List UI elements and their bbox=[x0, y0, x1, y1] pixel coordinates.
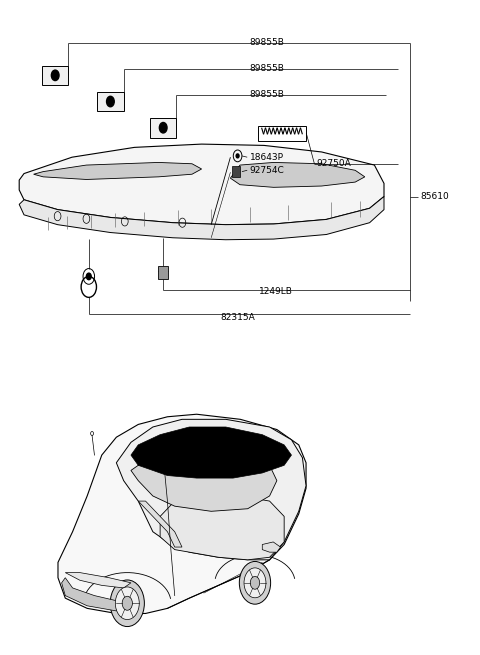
Text: 85610: 85610 bbox=[420, 192, 449, 201]
Circle shape bbox=[107, 96, 114, 107]
Text: 1249LB: 1249LB bbox=[259, 287, 293, 296]
Circle shape bbox=[51, 70, 59, 81]
Bar bbox=[232, 166, 240, 177]
Circle shape bbox=[236, 154, 239, 158]
Text: 89855B: 89855B bbox=[250, 38, 285, 47]
Polygon shape bbox=[138, 501, 182, 547]
Polygon shape bbox=[116, 419, 306, 560]
Circle shape bbox=[244, 568, 266, 598]
Bar bbox=[158, 266, 168, 279]
Polygon shape bbox=[19, 196, 384, 240]
Polygon shape bbox=[131, 427, 291, 478]
Circle shape bbox=[122, 596, 132, 610]
Polygon shape bbox=[230, 162, 365, 187]
Circle shape bbox=[86, 273, 91, 280]
Polygon shape bbox=[19, 144, 384, 225]
Circle shape bbox=[110, 580, 144, 627]
Polygon shape bbox=[97, 92, 124, 111]
Polygon shape bbox=[65, 572, 131, 588]
Circle shape bbox=[115, 587, 139, 620]
Polygon shape bbox=[61, 578, 116, 611]
Polygon shape bbox=[42, 66, 69, 85]
Text: 18643P: 18643P bbox=[250, 153, 284, 162]
Polygon shape bbox=[131, 450, 277, 512]
Polygon shape bbox=[262, 542, 280, 552]
Circle shape bbox=[159, 122, 167, 133]
Text: 92750A: 92750A bbox=[317, 159, 351, 168]
Polygon shape bbox=[150, 118, 177, 138]
Text: 89855B: 89855B bbox=[250, 90, 285, 100]
Text: 92754C: 92754C bbox=[250, 166, 284, 175]
Text: 82315A: 82315A bbox=[221, 313, 255, 322]
Circle shape bbox=[240, 561, 271, 604]
Circle shape bbox=[250, 576, 260, 590]
Polygon shape bbox=[58, 414, 306, 614]
Polygon shape bbox=[34, 162, 202, 179]
Text: 89855B: 89855B bbox=[250, 64, 285, 73]
Polygon shape bbox=[160, 496, 284, 560]
